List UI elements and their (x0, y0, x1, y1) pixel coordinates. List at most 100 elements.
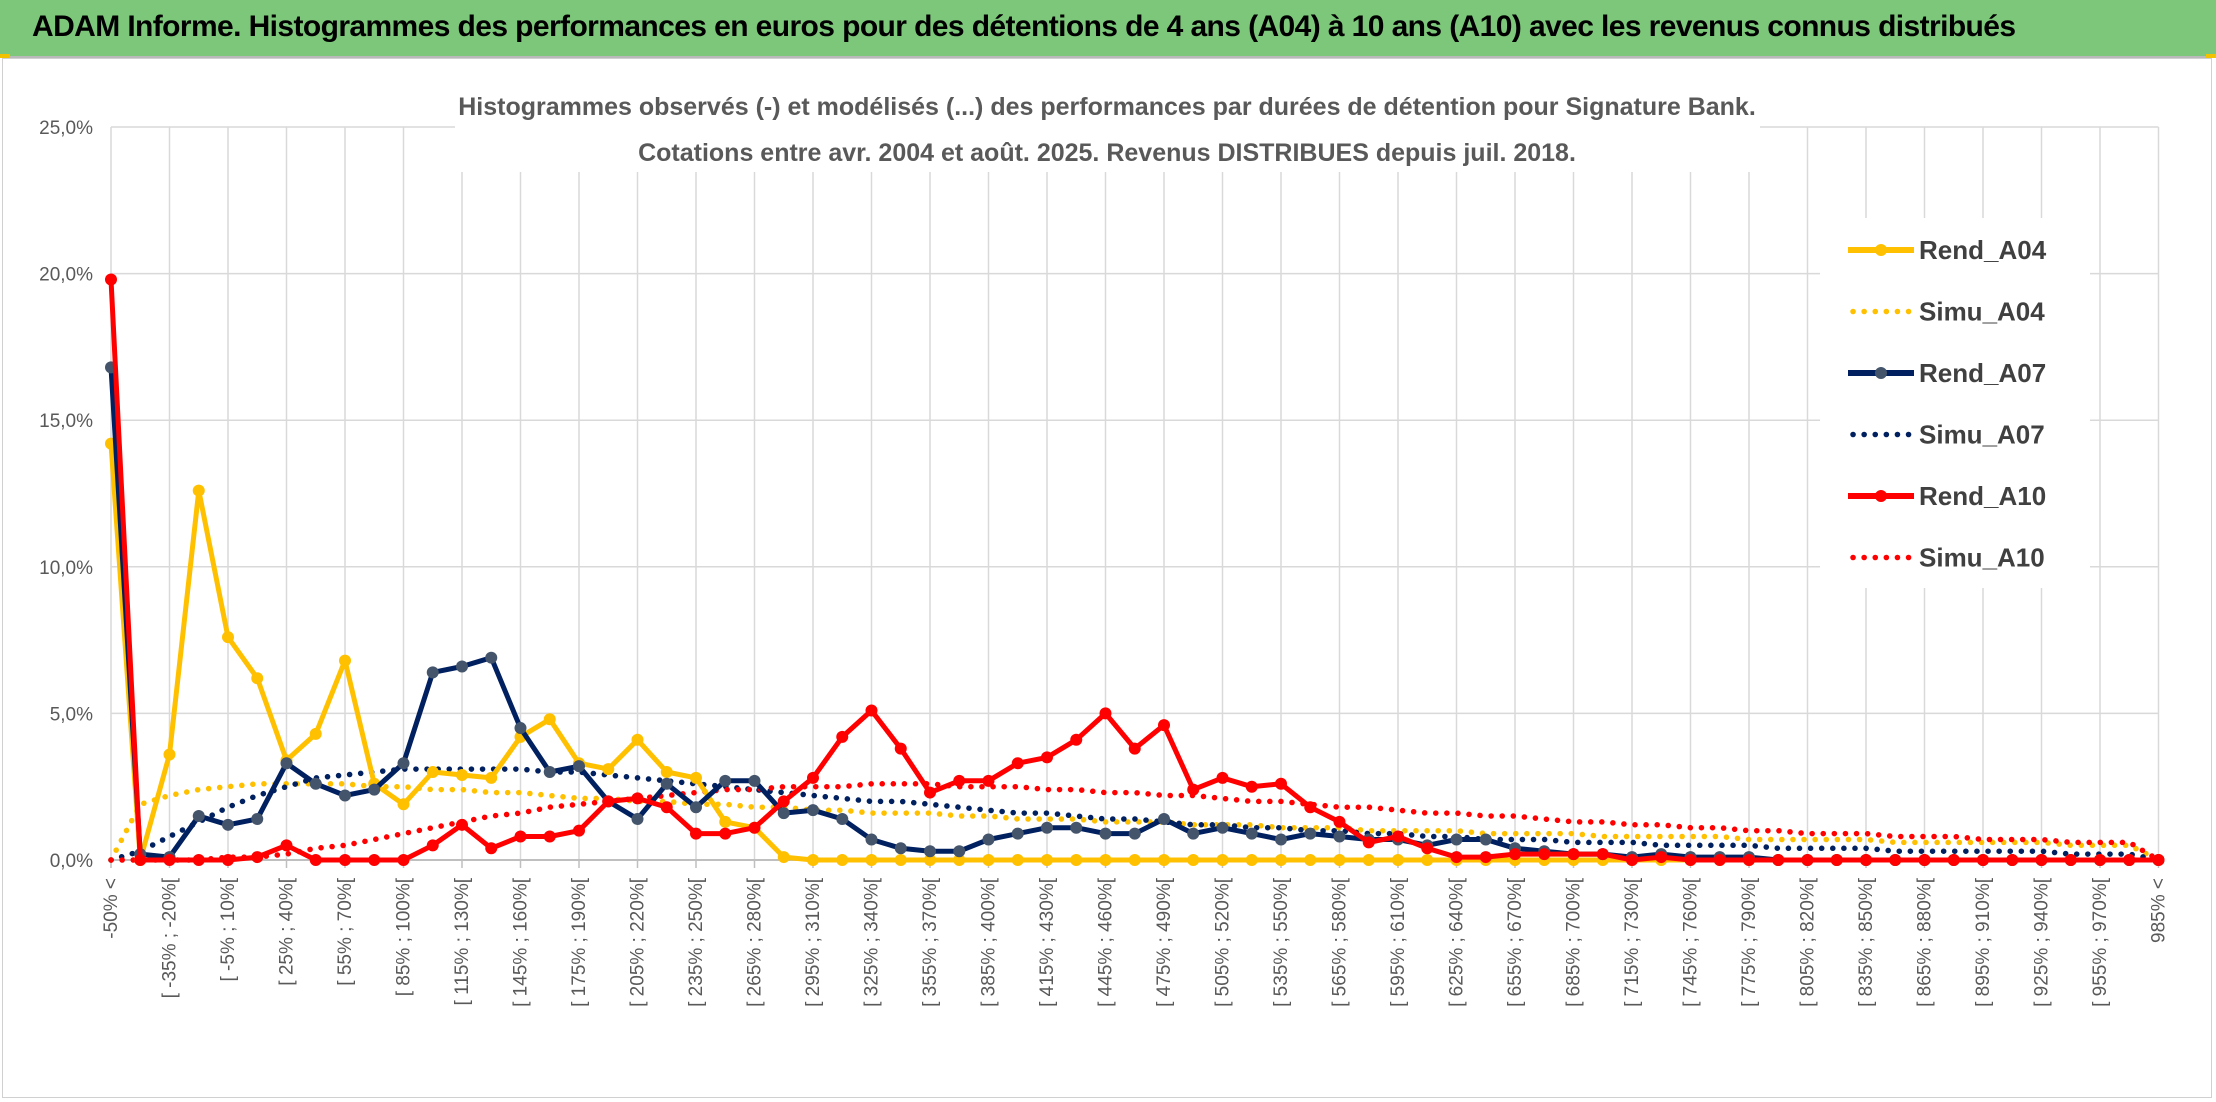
series-rend-a10-point (1333, 815, 1346, 828)
series-rend-a10-point (339, 854, 351, 866)
series-rend-a10-point (1801, 854, 1814, 866)
series-rend-a04-point (690, 771, 702, 784)
series-rend-a10-point (1099, 707, 1112, 720)
series-rend-a10-point (836, 730, 849, 743)
series-rend-a04-point (1158, 854, 1170, 866)
x-axis-ticks: -50% < [ -35% ; -20%[[ -5% ; 10%[[ 25% ; … (101, 877, 2170, 1007)
series-rend-a10-point (134, 854, 147, 866)
series-rend-a07-point (1041, 821, 1053, 834)
series-rend-a10-point (894, 742, 907, 755)
series-rend-a04-point (339, 654, 351, 667)
x-tick-label: [ 385% ; 400%[ (979, 877, 1000, 1007)
series-rend-a04-point (982, 854, 995, 866)
legend-label-rend-a10: Rend_A10 (1919, 481, 2046, 511)
series-rend-a10-point (924, 786, 936, 799)
series-rend-a10-point (1421, 842, 1434, 855)
series-rend-a10-point (953, 774, 966, 787)
series-rend-a10-point (1011, 757, 1024, 770)
series-rend-a10-point (1275, 777, 1287, 790)
legend-marker-rend-a10 (1875, 490, 1887, 502)
series-rend-a07-point (280, 757, 293, 770)
series-rend-a10-point (1509, 848, 1521, 861)
series-rend-a10-point (1713, 854, 1726, 866)
x-tick-label: -50% < (101, 878, 122, 939)
series-rend-a10-point (602, 795, 615, 808)
y-tick-label: 5,0% (50, 704, 93, 725)
series-rend-a10-point (1128, 742, 1141, 755)
series-rend-a07-point (456, 660, 468, 673)
series-rend-a07-point (1187, 827, 1200, 840)
series-rend-a10-point (1187, 783, 1200, 796)
x-tick-label: [ 445% ; 460%[ (1096, 877, 1117, 1007)
series-rend-a10-point (105, 273, 117, 286)
series-rend-a10-point (309, 854, 322, 866)
x-tick-label: [ 295% ; 310%[ (803, 877, 824, 1007)
series-rend-a10-point (222, 854, 234, 866)
series-rend-a07-point (1245, 827, 1258, 840)
series-rend-a04-point (865, 854, 878, 866)
series-rend-a04-point (1041, 854, 1053, 866)
series-rend-a07-point (514, 722, 527, 735)
series-rend-a04-point (222, 631, 234, 644)
x-tick-label: [ 145% ; 160%[ (511, 877, 532, 1007)
series-rend-a04-point (309, 727, 322, 740)
series-simu-a07-line (108, 766, 2162, 863)
series-simu-a10-line (108, 781, 2162, 863)
series-rend-a10-point (1830, 854, 1843, 866)
series-rend-a04-point (1011, 854, 1024, 866)
series-rend-a07-point (397, 757, 410, 770)
y-tick-label: 10,0% (39, 558, 93, 579)
series-rend-a04-point (924, 854, 936, 866)
x-tick-label: [ 715% ; 730%[ (1622, 877, 1643, 1007)
series-rend-a10-point (1362, 836, 1375, 849)
series-rend-a07-point (426, 666, 439, 679)
series-rend-a07-point (368, 783, 381, 796)
series-rend-a10-point (1596, 848, 1609, 861)
legend-label-simu-a04: Simu_A04 (1919, 297, 2045, 327)
series-rend-a10-point (1977, 854, 1989, 866)
legend-background (1820, 218, 2090, 588)
series-rend-a04-point (543, 713, 556, 726)
series-rend-a04-point (456, 768, 468, 781)
legend-label-simu-a07: Simu_A07 (1919, 420, 2045, 450)
series-rend-a07-point (309, 777, 322, 790)
series-rend-a10-point (1684, 854, 1697, 866)
legend-label-rend-a07: Rend_A07 (1919, 358, 2046, 388)
title-background (455, 84, 1760, 172)
x-tick-label: [ 475% ; 490%[ (1154, 877, 1175, 1007)
series-rend-a07-point (251, 812, 264, 825)
series-rend-a07-point (924, 845, 936, 858)
x-tick-label: [ 505% ; 520%[ (1213, 877, 1234, 1007)
series-rend-a04-point (1275, 854, 1287, 866)
series-rend-a10-point (2064, 854, 2077, 866)
series-rend-a10-point (807, 771, 819, 784)
series-rend-a10-point (748, 821, 761, 834)
series-rend-a07-point (807, 804, 819, 817)
legend-label-rend-a04: Rend_A04 (1919, 235, 2047, 265)
series-rend-a04-point (163, 748, 176, 761)
series-rend-a10-point (631, 792, 644, 805)
series-rend-a07-point (1479, 833, 1492, 846)
series-rend-a10-point (690, 827, 702, 840)
series-rend-a07-point (1128, 827, 1141, 840)
series-rend-a10-point (1918, 854, 1931, 866)
x-tick-label: [ 835% ; 850%[ (1856, 877, 1877, 1007)
series-rend-a04-point (1392, 854, 1404, 866)
series-rend-a10-point (719, 827, 732, 840)
series-rend-a10-point (2094, 854, 2106, 866)
series-rend-a07-point (543, 766, 556, 779)
series-rend-a04-point (397, 798, 410, 811)
series-rend-a07-point (660, 777, 673, 790)
x-tick-label: [ 205% ; 220%[ (628, 877, 649, 1007)
series-rend-a04-point (1216, 854, 1229, 866)
series-rend-a04-point (719, 815, 732, 828)
y-tick-label: 25,0% (39, 118, 93, 139)
legend-marker-rend-a04 (1875, 244, 1887, 256)
report-banner: ADAM Informe. Histogrammes des performan… (0, 0, 2216, 58)
series-rend-a10-point (192, 854, 205, 866)
series-rend-a10-point (368, 854, 381, 866)
series-rend-a07-point (1011, 827, 1024, 840)
series-lines (105, 273, 2165, 866)
series-rend-a04-point (1245, 854, 1258, 866)
corner-accent-left (0, 54, 10, 58)
